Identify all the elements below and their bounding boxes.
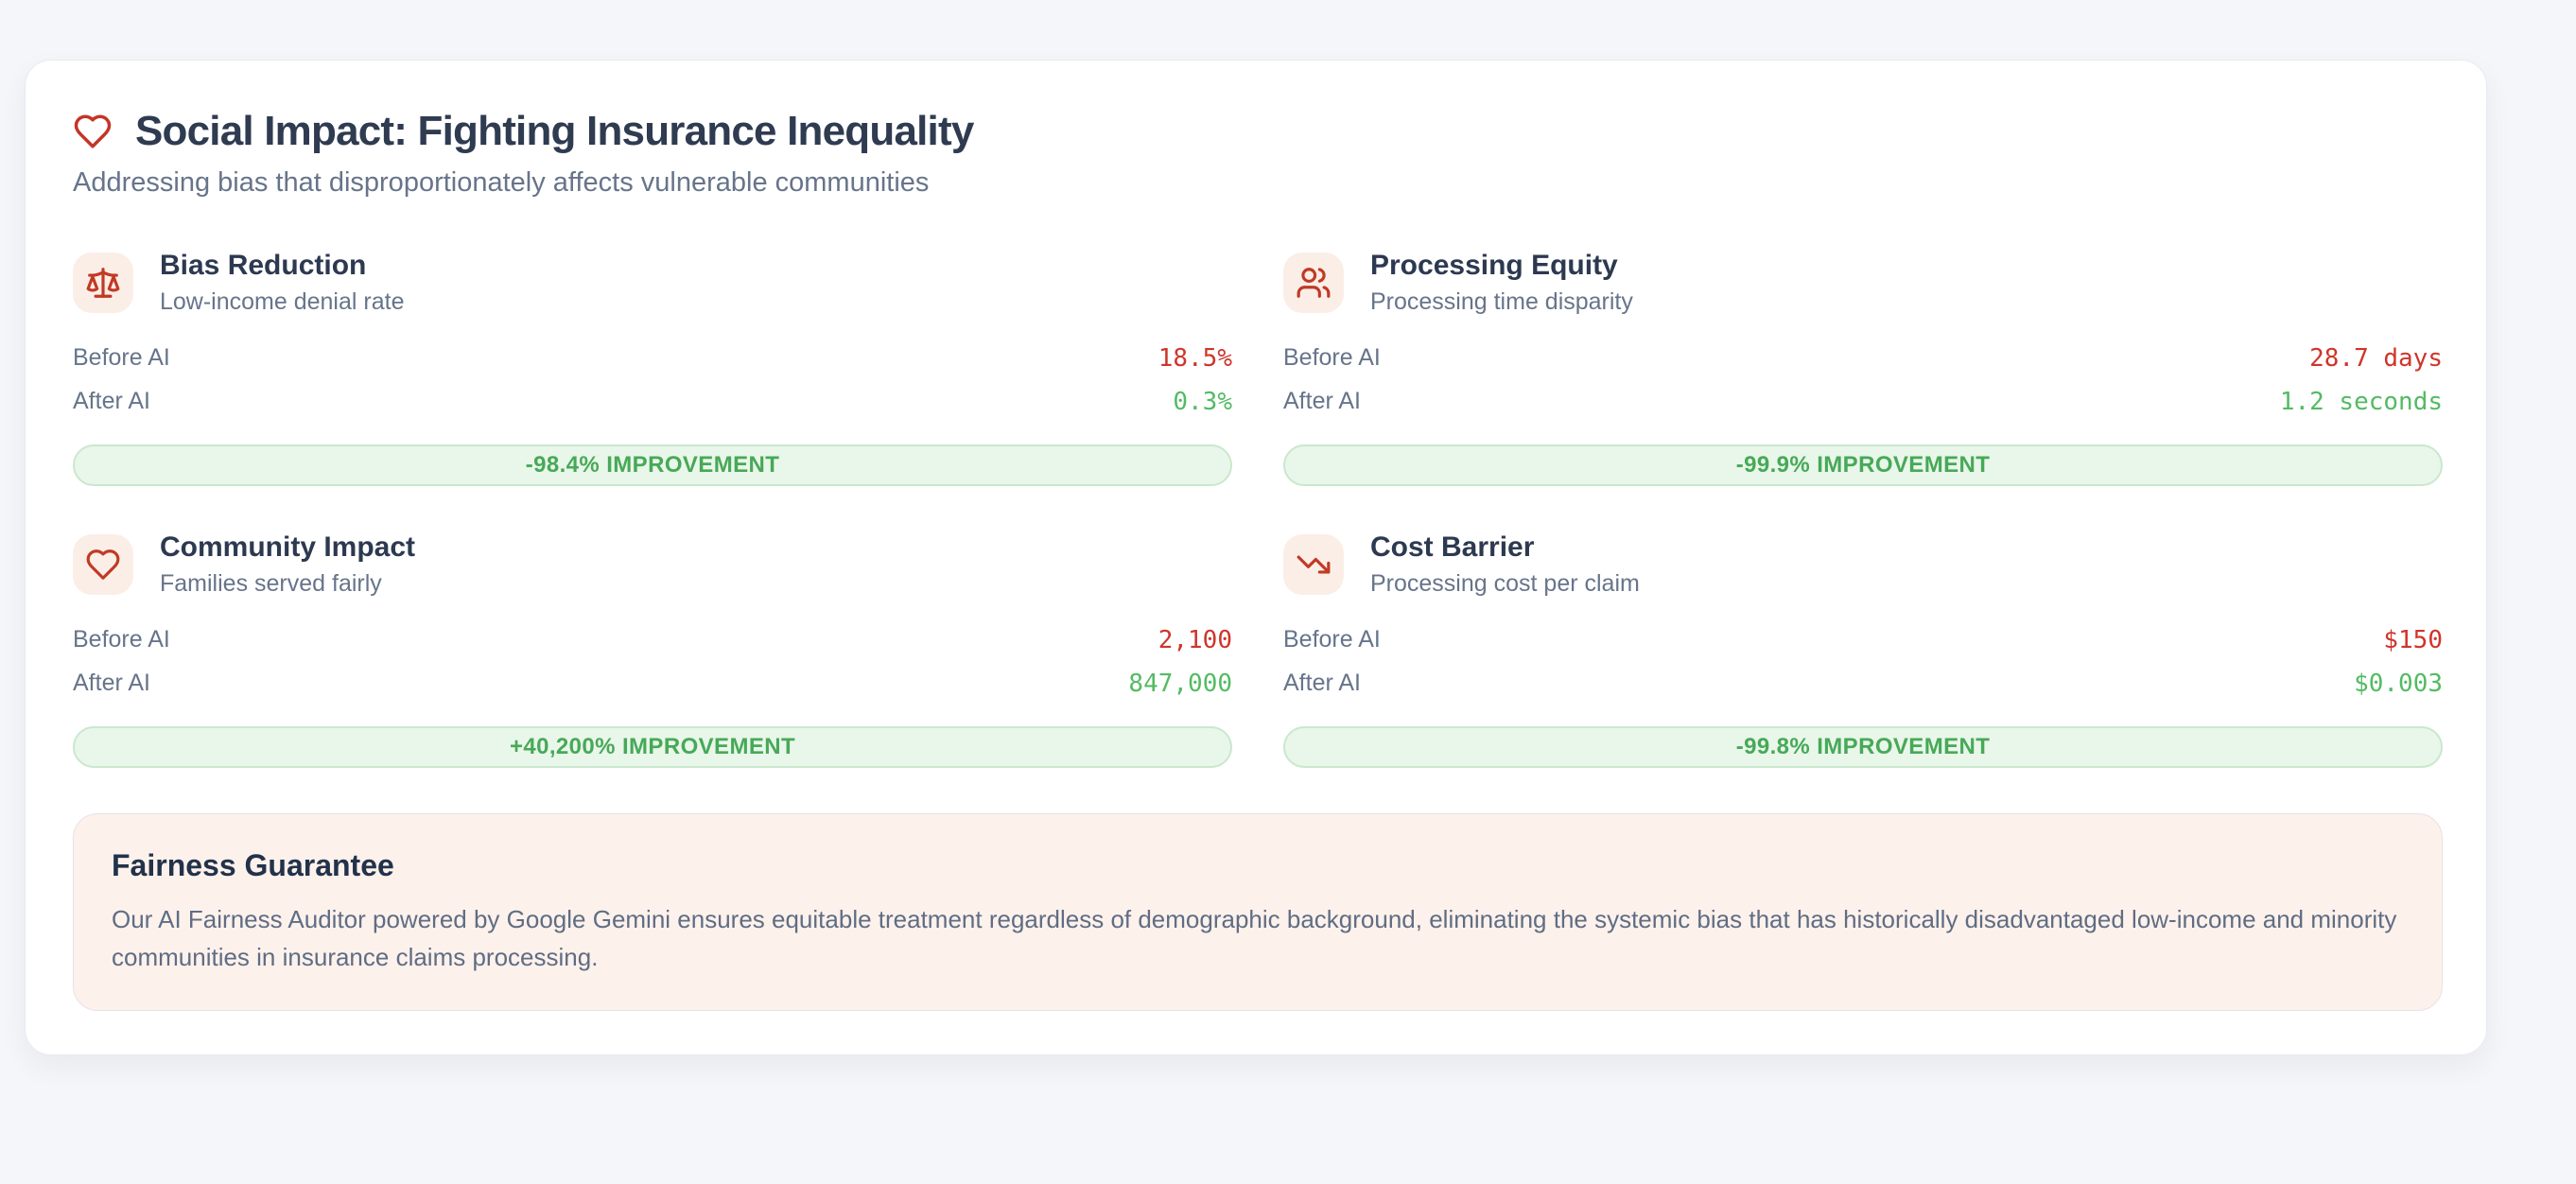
- metric-icon-box: [1283, 533, 1344, 595]
- before-ai-label: Before AI: [1283, 626, 1381, 653]
- metric-title: Bias Reduction: [160, 249, 367, 281]
- metric-subtitle: Families served fairly: [160, 569, 382, 597]
- before-ai-label: Before AI: [73, 344, 170, 372]
- metric-head-text: Processing Equity Processing time dispar…: [1370, 250, 1633, 316]
- metric-rows: Before AI 28.7 days After AI 1.2 seconds: [1283, 337, 2443, 424]
- improvement-badge: -99.9% IMPROVEMENT: [1283, 444, 2443, 486]
- users-icon: [1297, 267, 1331, 298]
- metric-title: Cost Barrier: [1370, 531, 1535, 563]
- metric-icon-box: [73, 252, 133, 313]
- before-ai-row: Before AI $150: [1283, 618, 2443, 662]
- before-ai-value: 2,100: [1157, 625, 1232, 654]
- metric-icon-box: [1283, 252, 1344, 313]
- metric-bias-reduction: Bias Reduction Low-income denial rate Be…: [73, 250, 1232, 486]
- metric-subtitle: Processing cost per claim: [1370, 569, 1640, 597]
- page-title: Social Impact: Fighting Insurance Inequa…: [135, 108, 974, 154]
- metric-community-impact: Community Impact Families served fairly …: [73, 531, 1232, 768]
- metric-head: Community Impact Families served fairly: [73, 531, 1232, 598]
- heart-icon: [74, 114, 112, 148]
- fairness-body: Our AI Fairness Auditor powered by Googl…: [112, 904, 2397, 971]
- metric-rows: Before AI $150 After AI $0.003: [1283, 618, 2443, 705]
- metric-cost-barrier: Cost Barrier Processing cost per claim B…: [1283, 531, 2443, 768]
- metric-head: Cost Barrier Processing cost per claim: [1283, 531, 2443, 598]
- metric-head-text: Bias Reduction Low-income denial rate: [160, 250, 404, 316]
- heart-icon: [86, 548, 120, 580]
- before-ai-row: Before AI 2,100: [73, 618, 1232, 662]
- after-ai-label: After AI: [73, 388, 150, 415]
- improvement-badge: -99.8% IMPROVEMENT: [1283, 725, 2443, 768]
- trending-down-icon: [1297, 555, 1331, 574]
- before-ai-row: Before AI 18.5%: [73, 337, 1232, 380]
- metrics-grid: Bias Reduction Low-income denial rate Be…: [73, 250, 2443, 768]
- metric-title: Community Impact: [160, 531, 416, 563]
- fairness-title: Fairness Guarantee: [112, 847, 394, 882]
- metric-head: Processing Equity Processing time dispar…: [1283, 250, 2443, 316]
- social-impact-card: Social Impact: Fighting Insurance Inequa…: [25, 60, 2487, 1055]
- metric-title: Processing Equity: [1370, 249, 1618, 281]
- after-ai-row: After AI 847,000: [73, 662, 1232, 705]
- metric-rows: Before AI 2,100 After AI 847,000: [73, 618, 1232, 705]
- metric-head: Bias Reduction Low-income denial rate: [73, 250, 1232, 316]
- metric-head-text: Cost Barrier Processing cost per claim: [1370, 531, 1640, 598]
- after-ai-value: 847,000: [1128, 669, 1232, 698]
- after-ai-label: After AI: [1283, 670, 1361, 697]
- metric-subtitle: Low-income denial rate: [160, 287, 405, 315]
- after-ai-value: 0.3%: [1173, 387, 1232, 416]
- after-ai-value: 1.2 seconds: [2279, 387, 2443, 416]
- before-ai-row: Before AI 28.7 days: [1283, 337, 2443, 380]
- metric-subtitle: Processing time disparity: [1370, 287, 1633, 315]
- scale-icon: [86, 267, 120, 298]
- fairness-guarantee-panel: Fairness Guarantee Our AI Fairness Audit…: [73, 812, 2443, 1011]
- after-ai-row: After AI 1.2 seconds: [1283, 380, 2443, 424]
- improvement-badge: -98.4% IMPROVEMENT: [73, 444, 1232, 486]
- metric-processing-equity: Processing Equity Processing time dispar…: [1283, 250, 2443, 486]
- before-ai-value: 28.7 days: [2309, 343, 2443, 373]
- metric-rows: Before AI 18.5% After AI 0.3%: [73, 337, 1232, 424]
- metric-head-text: Community Impact Families served fairly: [160, 531, 415, 598]
- metric-icon-box: [73, 533, 133, 595]
- page-header: Social Impact: Fighting Insurance Inequa…: [73, 108, 2443, 156]
- before-ai-label: Before AI: [1283, 344, 1381, 372]
- after-ai-row: After AI $0.003: [1283, 662, 2443, 705]
- after-ai-value: $0.003: [2354, 669, 2443, 698]
- after-ai-row: After AI 0.3%: [73, 380, 1232, 424]
- page-subtitle: Addressing bias that disproportionately …: [73, 166, 930, 198]
- before-ai-label: Before AI: [73, 626, 170, 653]
- before-ai-value: $150: [2383, 625, 2443, 654]
- improvement-badge: +40,200% IMPROVEMENT: [73, 725, 1232, 768]
- after-ai-label: After AI: [1283, 388, 1361, 415]
- after-ai-label: After AI: [73, 670, 150, 697]
- before-ai-value: 18.5%: [1157, 343, 1232, 373]
